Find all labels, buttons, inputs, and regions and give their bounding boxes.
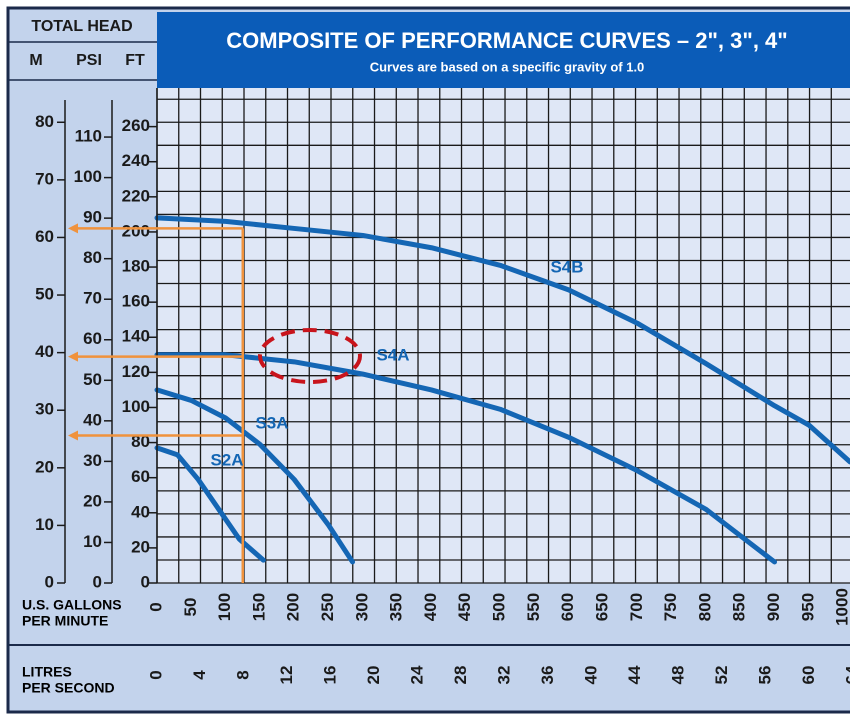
x2-label: PER SECOND [22, 680, 115, 696]
y-tick-label: 40 [131, 502, 150, 521]
curve-label: S4A [376, 345, 409, 364]
y-tick-label: 40 [83, 410, 102, 429]
x2-tick-label: 60 [799, 666, 818, 685]
x2-tick-label: 16 [320, 666, 339, 685]
y-tick-label: 50 [83, 370, 102, 389]
curve [154, 387, 356, 565]
y-tick-label: 30 [83, 451, 102, 470]
x-tick-label: 900 [764, 593, 783, 621]
axis-label: FT [125, 52, 145, 69]
x2-tick-label: 52 [712, 666, 731, 685]
highlight-ellipse [258, 328, 362, 384]
x-tick-label: 550 [524, 593, 543, 621]
x-tick-label: 850 [730, 593, 749, 621]
y-tick-label: 100 [122, 397, 150, 416]
y-tick-label: 70 [35, 169, 54, 188]
y-tick-label: 30 [35, 400, 54, 419]
y-tick-label: 220 [122, 186, 150, 205]
x-label: PER MINUTE [22, 613, 108, 629]
curve-label: S2A [210, 450, 243, 469]
y-tick-label: 240 [122, 151, 150, 170]
reference-arrow [68, 351, 78, 362]
x-tick-label: 200 [284, 593, 303, 621]
y-tick-label: 20 [131, 537, 150, 556]
x-tick-label: 700 [627, 593, 646, 621]
x-tick-label: 750 [661, 593, 680, 621]
x2-tick-label: 32 [495, 666, 514, 685]
y-tick-label: 110 [75, 127, 102, 146]
y-tick-label: 80 [83, 248, 102, 267]
curve-label: S4B [550, 257, 583, 276]
y-tick-label: 0 [141, 572, 150, 591]
y-tick-label: 10 [83, 532, 102, 551]
y-tick-label: 200 [122, 221, 150, 240]
x-tick-label: 600 [558, 593, 577, 621]
y-tick-label: 60 [131, 467, 150, 486]
y-tick-label: 10 [35, 515, 54, 534]
y-tick-label: 100 [74, 167, 102, 186]
y-tick-label: 20 [35, 457, 54, 476]
x-tick-label: 150 [249, 593, 268, 621]
title-banner [157, 12, 850, 88]
y-tick-label: 120 [122, 362, 150, 381]
x2-label: LITRES [22, 664, 72, 680]
x2-tick-label: 20 [364, 666, 383, 685]
x-tick-label: 300 [352, 593, 371, 621]
chart-title: COMPOSITE OF PERFORMANCE CURVES – 2", 3"… [226, 28, 787, 53]
x-tick-label: 250 [318, 593, 337, 621]
x-tick-label: 50 [181, 598, 200, 617]
y-tick-label: 70 [83, 289, 102, 308]
chart-subtitle: Curves are based on a specific gravity o… [370, 59, 645, 74]
x-tick-label: 800 [695, 593, 714, 621]
y-tick-label: 20 [83, 491, 102, 510]
x-tick-label: 950 [798, 593, 817, 621]
x2-tick-label: 4 [190, 670, 209, 680]
x2-tick-label: 36 [538, 666, 557, 685]
axis-label: M [29, 52, 42, 69]
y-tick-label: 80 [131, 432, 150, 451]
reference-arrow [68, 430, 78, 441]
y-tick-label: 0 [93, 572, 102, 591]
x2-tick-label: 24 [408, 665, 427, 684]
x-tick-label: 100 [215, 593, 234, 621]
x-tick-label: 400 [421, 593, 440, 621]
x2-tick-label: 64 [843, 665, 850, 684]
y-tick-label: 260 [122, 116, 150, 135]
x-label: U.S. GALLONS [22, 597, 122, 613]
y-tick-label: 60 [35, 227, 54, 246]
x2-tick-label: 40 [582, 666, 601, 685]
y-title: TOTAL HEAD [31, 18, 132, 35]
plot-area [157, 88, 850, 583]
y-tick-label: 160 [122, 292, 150, 311]
y-tick-label: 0 [45, 572, 54, 591]
y-tick-label: 50 [35, 285, 54, 304]
x2-tick-label: 12 [277, 666, 296, 685]
x-tick-label: 450 [455, 593, 474, 621]
axis-label: PSI [76, 52, 102, 69]
y-tick-label: 180 [122, 257, 150, 276]
x-tick-label: 350 [387, 593, 406, 621]
x-tick-label: 0 [146, 602, 165, 611]
reference-arrow [68, 223, 78, 234]
y-tick-label: 80 [35, 112, 54, 131]
x2-tick-label: 44 [625, 665, 644, 684]
x2-tick-label: 48 [669, 666, 688, 685]
x-tick-label: 650 [592, 593, 611, 621]
curve [154, 215, 850, 465]
y-tick-label: 140 [122, 327, 150, 346]
x2-tick-label: 56 [756, 666, 775, 685]
curve-label: S3A [255, 413, 288, 432]
x2-tick-label: 0 [146, 670, 165, 679]
x2-tick-label: 28 [451, 666, 470, 685]
x-tick-label: 500 [490, 593, 509, 621]
y-tick-label: 90 [83, 208, 102, 227]
x2-tick-label: 8 [233, 670, 252, 679]
x-tick-label: 1000 [833, 588, 850, 626]
y-tick-label: 40 [35, 342, 54, 361]
y-tick-label: 60 [83, 329, 102, 348]
